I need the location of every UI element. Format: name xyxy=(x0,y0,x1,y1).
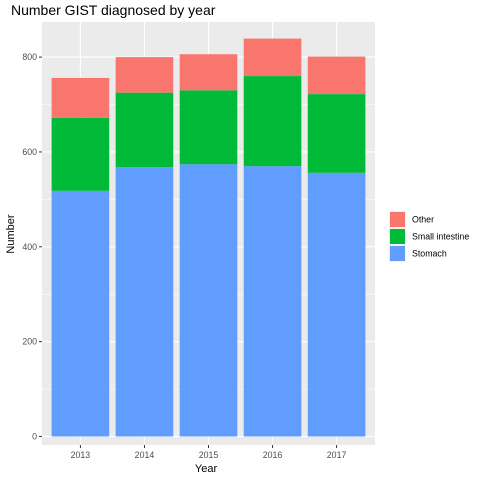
bar-stomach-2015 xyxy=(179,164,238,437)
y-tick-label: 200 xyxy=(22,337,37,347)
bar-other-2013 xyxy=(51,77,110,118)
bar-small-intestine-2015 xyxy=(179,90,238,165)
y-tick-label: 600 xyxy=(22,147,37,157)
x-tick-label: 2016 xyxy=(263,450,283,460)
bar-other-2015 xyxy=(179,54,238,91)
bar-small-intestine-2013 xyxy=(51,117,110,191)
legend-label-small-intestine: Small intestine xyxy=(412,232,469,242)
bar-stomach-2013 xyxy=(51,190,110,437)
bar-other-2016 xyxy=(243,38,302,77)
legend-label-stomach: Stomach xyxy=(412,249,447,259)
y-axis: 0 200 400 600 800 xyxy=(22,52,42,441)
y-tick-label: 400 xyxy=(22,242,37,252)
x-tick-label: 2015 xyxy=(199,450,219,460)
legend-swatch-small-intestine xyxy=(390,229,405,244)
bar-small-intestine-2016 xyxy=(243,76,302,167)
y-tick-label: 800 xyxy=(22,52,37,62)
x-tick-label: 2017 xyxy=(327,450,347,460)
bar-small-intestine-2017 xyxy=(307,94,366,173)
bar-other-2017 xyxy=(307,56,366,95)
x-axis-title: Year xyxy=(195,463,218,475)
legend-label-other: Other xyxy=(412,215,434,225)
x-tick-label: 2013 xyxy=(71,450,91,460)
y-tick-label: 0 xyxy=(32,431,37,441)
legend: Other Small intestine Stomach xyxy=(389,211,469,262)
bars xyxy=(51,38,366,437)
bar-stomach-2017 xyxy=(307,172,366,437)
legend-swatch-stomach xyxy=(390,246,405,261)
bar-stomach-2014 xyxy=(115,167,174,437)
bar-other-2014 xyxy=(115,57,174,93)
chart-title: Number GIST diagnosed by year xyxy=(11,2,216,18)
bar-small-intestine-2014 xyxy=(115,92,174,168)
bar-stomach-2016 xyxy=(243,166,302,437)
y-axis-title: Number xyxy=(5,214,17,253)
x-tick-label: 2014 xyxy=(135,450,155,460)
x-axis: 2013 2014 2015 2016 2017 xyxy=(71,445,347,460)
legend-swatch-other xyxy=(390,212,405,227)
